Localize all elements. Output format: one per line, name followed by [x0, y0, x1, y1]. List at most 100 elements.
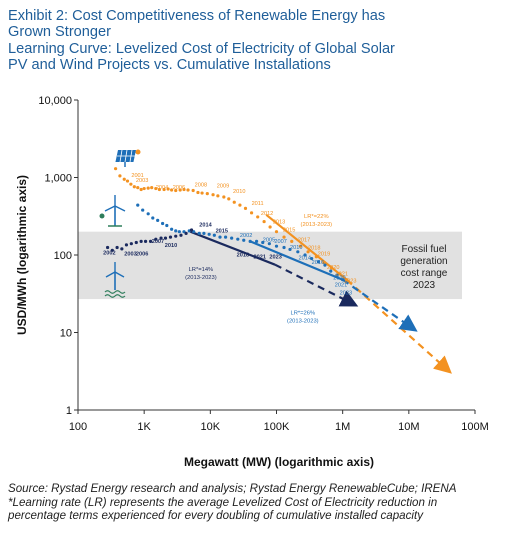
offshore-wind-turbine-icon — [104, 262, 126, 298]
offshore_wind-point — [141, 208, 145, 212]
offshore_wind-point — [165, 223, 169, 228]
onshore_wind-point — [120, 247, 124, 251]
data-points — [105, 167, 349, 282]
x-tick-label: 10M — [398, 421, 419, 433]
solar-point — [238, 203, 242, 207]
learning-curve-chart: 1 10 100 1,000 10,000 100 1K 10K 100K 1M 10M 100M 2… — [15, 95, 489, 469]
solar-panel-icon — [115, 149, 141, 167]
offshore_wind-point — [156, 218, 160, 222]
solar-year-label: 2015 — [283, 228, 295, 234]
solar-point — [142, 186, 146, 191]
source-note: Source: Rystad Energy research and analy… — [8, 482, 457, 495]
offshore_wind-point — [177, 230, 181, 234]
solar-point — [154, 186, 158, 191]
offshore_wind-learning-rate-label: (2013-2023) — [287, 319, 319, 325]
offshore_wind-year-label: 2016 — [312, 260, 324, 266]
offshore_wind-point — [341, 278, 345, 282]
solar-point — [129, 182, 133, 186]
y-tick-label: 100 — [54, 250, 72, 262]
offshore_wind-year-label: 2007 — [274, 239, 286, 245]
solar-year-label: 2018 — [308, 245, 320, 251]
solar-point — [191, 188, 195, 193]
x-axis-label: Megawatt (MW) (logarithmic axis) — [184, 455, 374, 469]
offshore_wind-trend-line — [249, 240, 344, 281]
onshore_wind-learning-rate-label: LR*=14% — [189, 267, 214, 273]
offshore_wind-point — [218, 235, 222, 239]
solar-point — [166, 187, 170, 191]
y-tick-label: 1,000 — [44, 173, 72, 185]
offshore_wind-point — [316, 260, 321, 264]
offshore_wind-point — [230, 236, 234, 240]
learning-rate-note-2: percentage terms experienced for every d… — [8, 509, 424, 523]
offshore_wind-projection-line — [342, 278, 418, 332]
offshore_wind-point — [170, 227, 174, 231]
onshore_wind-point — [154, 237, 158, 241]
solar-year-label: 2021 — [336, 272, 348, 278]
solar-point — [136, 186, 140, 190]
wind-turbine-icon — [99, 195, 126, 227]
chart-title: Exhibit 2: Cost Competitiveness of Renew… — [8, 8, 503, 74]
title-line-3: Learning Curve: Levelized Cost of Electr… — [8, 40, 395, 57]
solar-point — [232, 200, 236, 204]
solar-year-label: 2010 — [233, 189, 245, 195]
y-axis-label: USD/MWh (logarithmic axis) — [15, 175, 29, 335]
solar-learning-rate-label: LR*=22% — [304, 214, 329, 220]
y-tick-label: 1 — [66, 405, 72, 417]
offshore_wind-learning-rate-label: LR*=26% — [291, 311, 316, 317]
solar-year-label: 2012 — [261, 211, 273, 217]
solar-point — [132, 185, 136, 189]
solar-point — [113, 167, 118, 171]
offshore_wind-point — [296, 250, 300, 254]
onshore_wind-point — [163, 236, 168, 240]
solar-point — [298, 244, 303, 248]
solar-point — [157, 187, 162, 192]
onshore_wind-year-label: 2023 — [269, 255, 281, 261]
offshore_wind-point — [288, 247, 292, 252]
offshore_wind-year-label: 2020 — [333, 276, 345, 282]
onshore_wind-year-label: 2021 — [254, 255, 266, 261]
solar-point — [282, 235, 286, 239]
trend-lines — [190, 213, 452, 374]
solar-point — [262, 219, 266, 224]
offshore_wind-point — [282, 245, 286, 250]
band-label: Fossil fuel generation cost range 2023 — [400, 244, 447, 291]
solar-year-label: 2013 — [273, 219, 285, 225]
offshore_wind-point — [254, 239, 259, 243]
title-line-2: Grown Stronger — [8, 24, 112, 41]
solar-year-label: 2023 — [344, 279, 356, 285]
onshore_wind-learning-rate-label: (2013-2023) — [185, 275, 217, 281]
solar-point — [182, 187, 186, 192]
solar-projection-line — [345, 278, 452, 374]
solar-learning-rate-label: (2013-2023) — [301, 222, 333, 228]
solar-point — [178, 188, 182, 192]
solar-point — [222, 195, 226, 199]
onshore_wind-point — [184, 231, 188, 235]
offshore_wind-point — [248, 239, 252, 243]
offshore_wind-point — [161, 221, 165, 226]
onshore_wind-year-label: 2014 — [199, 223, 212, 229]
solar-point — [329, 266, 334, 270]
offshore_wind-year-label: 2014 — [298, 255, 310, 261]
x-tick-label: 1K — [137, 421, 151, 433]
onshore_wind-year-label: 2003 — [124, 252, 136, 258]
onshore_wind-year-label: 2010 — [165, 243, 177, 249]
solar-year-label: 2020 — [327, 265, 339, 271]
solar-point — [125, 179, 130, 183]
onshore_wind-point — [148, 239, 153, 243]
y-tick-label: 10,000 — [38, 95, 72, 107]
offshore_wind-point — [136, 203, 140, 207]
offshore_wind-year-label: 2002 — [240, 233, 252, 239]
solar-point — [122, 177, 126, 181]
title-line-1: Exhibit 2: Cost Competitiveness of Renew… — [8, 8, 386, 24]
offshore_wind-point — [197, 231, 201, 235]
solar-point — [338, 272, 342, 276]
solar-point — [243, 206, 248, 210]
solar-point — [162, 187, 166, 192]
solar-year-label: 2003 — [136, 178, 148, 184]
solar-point — [211, 193, 215, 197]
offshore_wind-point — [242, 238, 246, 242]
onshore_wind-point — [105, 245, 110, 250]
solar-point — [200, 191, 204, 195]
onshore_wind-year-label: 2007 — [152, 239, 164, 245]
